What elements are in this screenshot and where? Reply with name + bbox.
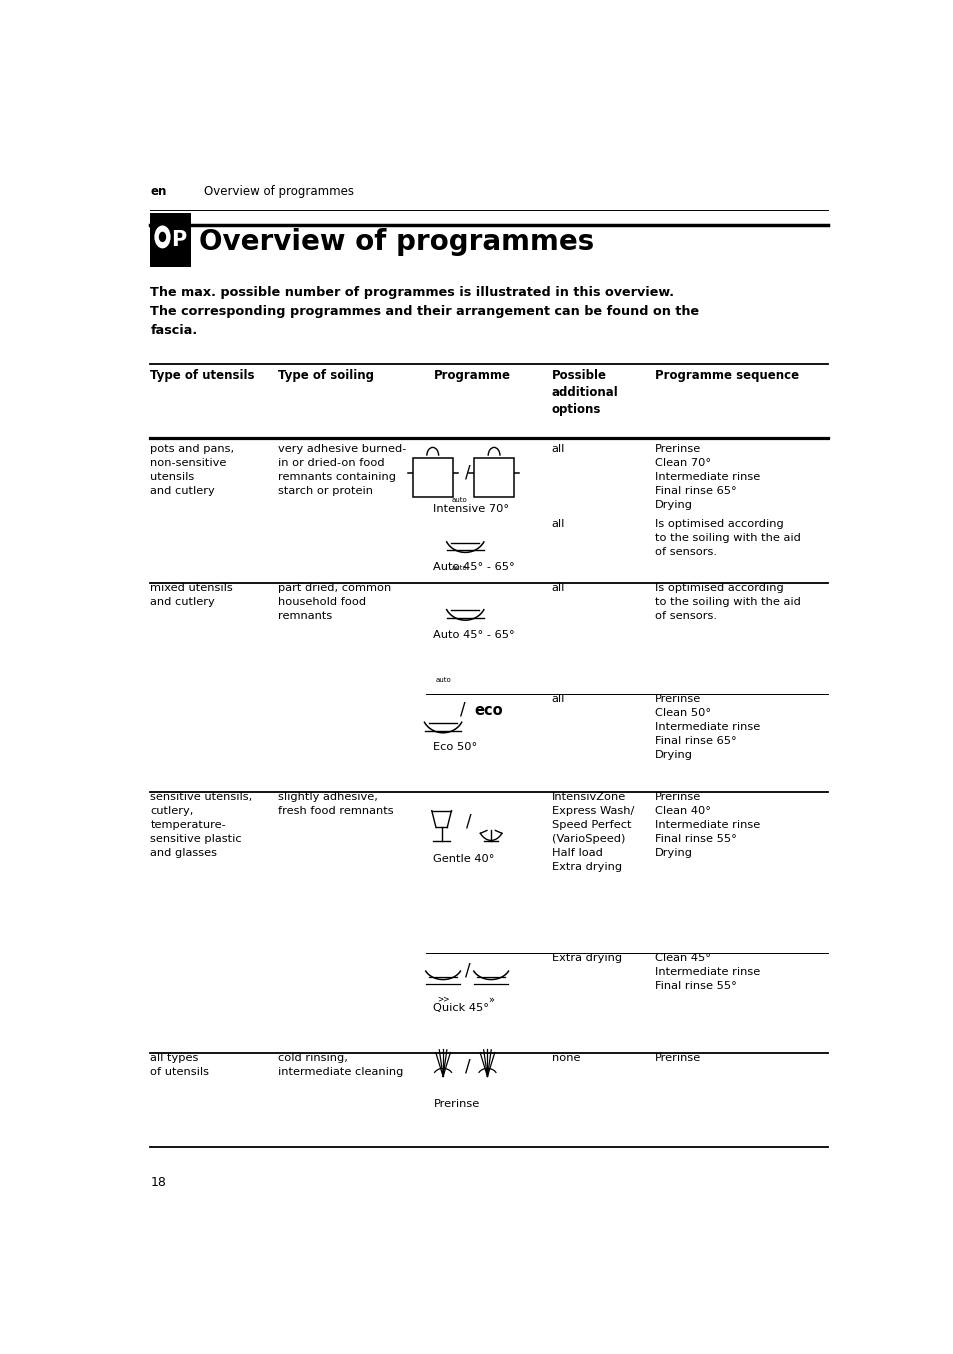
FancyBboxPatch shape: [151, 213, 191, 267]
Text: Prerinse
Clean 40°
Intermediate rinse
Final rinse 55°
Drying: Prerinse Clean 40° Intermediate rinse Fi…: [655, 792, 760, 858]
Text: /: /: [464, 961, 470, 979]
Text: slightly adhesive,
fresh food remnants: slightly adhesive, fresh food remnants: [278, 792, 394, 816]
Text: IntensivZone
Express Wash/
Speed Perfect
(VarioSpeed)
Half load
Extra drying: IntensivZone Express Wash/ Speed Perfect…: [551, 792, 634, 872]
Text: Type of soiling: Type of soiling: [278, 368, 374, 382]
Text: Is optimised according
to the soiling with the aid
of sensors.: Is optimised according to the soiling wi…: [655, 519, 801, 556]
Text: none: none: [551, 1053, 579, 1063]
Text: Extra drying: Extra drying: [551, 953, 621, 963]
Text: en: en: [151, 185, 167, 199]
Text: auto: auto: [451, 497, 467, 502]
Text: Prerinse
Clean 70°
Intermediate rinse
Final rinse 65°
Drying: Prerinse Clean 70° Intermediate rinse Fi…: [655, 444, 760, 510]
FancyBboxPatch shape: [474, 459, 514, 497]
Text: cold rinsing,
intermediate cleaning: cold rinsing, intermediate cleaning: [278, 1053, 403, 1076]
Circle shape: [158, 232, 166, 242]
Text: all: all: [551, 519, 564, 529]
Text: auto: auto: [435, 677, 451, 684]
Text: >>: >>: [436, 995, 449, 1003]
Text: Prerinse: Prerinse: [655, 1053, 700, 1063]
Text: auto: auto: [451, 565, 467, 570]
Text: eco: eco: [474, 703, 502, 719]
Text: Clean 45°
Intermediate rinse
Final rinse 55°: Clean 45° Intermediate rinse Final rinse…: [655, 953, 760, 991]
Text: Type of utensils: Type of utensils: [151, 368, 254, 382]
Text: Prerinse: Prerinse: [433, 1098, 479, 1109]
Text: Programme: Programme: [433, 368, 510, 382]
Text: Overview of programmes: Overview of programmes: [199, 229, 594, 256]
Text: /: /: [465, 463, 471, 481]
Text: 18: 18: [151, 1175, 166, 1189]
Text: Possible
additional
options: Possible additional options: [551, 368, 618, 416]
Text: mixed utensils
and cutlery: mixed utensils and cutlery: [151, 582, 233, 607]
Text: Eco 50°: Eco 50°: [433, 742, 477, 753]
Text: Gentle 40°: Gentle 40°: [433, 854, 495, 864]
Text: Intensive 70°: Intensive 70°: [433, 505, 509, 515]
Text: all: all: [551, 695, 564, 704]
Circle shape: [154, 226, 171, 248]
Text: all: all: [551, 582, 564, 593]
Text: Overview of programmes: Overview of programmes: [204, 185, 354, 199]
Text: /: /: [459, 701, 465, 719]
Text: /: /: [466, 812, 472, 830]
Text: all: all: [551, 444, 564, 454]
Text: »: »: [488, 994, 494, 1005]
Text: Prerinse
Clean 50°
Intermediate rinse
Final rinse 65°
Drying: Prerinse Clean 50° Intermediate rinse Fi…: [655, 695, 760, 760]
Text: Auto 45° - 65°: Auto 45° - 65°: [433, 630, 515, 639]
Text: Auto 45° - 65°: Auto 45° - 65°: [433, 562, 515, 571]
Text: P: P: [171, 230, 186, 249]
Text: The max. possible number of programmes is illustrated in this overview.
The corr: The max. possible number of programmes i…: [151, 286, 699, 337]
Text: /: /: [464, 1057, 470, 1075]
Text: part dried, common
household food
remnants: part dried, common household food remnan…: [278, 582, 391, 620]
Text: Is optimised according
to the soiling with the aid
of sensors.: Is optimised according to the soiling wi…: [655, 582, 801, 620]
Text: Programme sequence: Programme sequence: [655, 368, 799, 382]
Text: all types
of utensils: all types of utensils: [151, 1053, 209, 1076]
Text: pots and pans,
non-sensitive
utensils
and cutlery: pots and pans, non-sensitive utensils an…: [151, 444, 234, 496]
Text: sensitive utensils,
cutlery,
temperature-
sensitive plastic
and glasses: sensitive utensils, cutlery, temperature…: [151, 792, 253, 858]
FancyBboxPatch shape: [413, 459, 453, 497]
Text: very adhesive burned-
in or dried-on food
remnants containing
starch or protein: very adhesive burned- in or dried-on foo…: [278, 444, 406, 496]
Text: Quick 45°: Quick 45°: [433, 1003, 489, 1013]
